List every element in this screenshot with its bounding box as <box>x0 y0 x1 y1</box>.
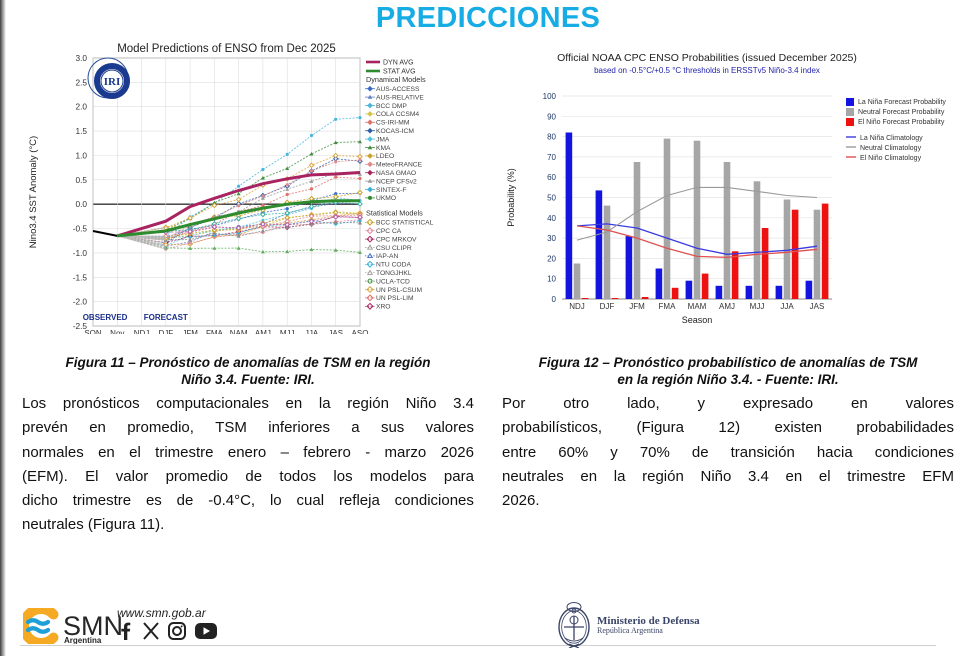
svg-text:0.0: 0.0 <box>75 199 87 209</box>
svg-text:República Argentina: República Argentina <box>597 626 663 635</box>
svg-text:70: 70 <box>547 153 556 162</box>
svg-text:NAM: NAM <box>230 329 248 334</box>
svg-text:Neutral Forecast Probability: Neutral Forecast Probability <box>858 109 945 116</box>
svg-text:Nov: Nov <box>110 329 124 334</box>
svg-text:TONGJHKL: TONGJHKL <box>376 270 412 277</box>
svg-text:NTU CODA: NTU CODA <box>376 262 411 269</box>
svg-text:KOCAS-ICM: KOCAS-ICM <box>376 128 414 135</box>
svg-text:3.0: 3.0 <box>75 53 87 63</box>
svg-text:El Niño Climatology: El Niño Climatology <box>860 155 922 162</box>
svg-text:-2.0: -2.0 <box>73 297 88 307</box>
svg-text:MJJ: MJJ <box>280 329 295 334</box>
svg-text:60: 60 <box>547 173 556 182</box>
svg-text:La Niña Climatology: La Niña Climatology <box>860 135 923 142</box>
svg-text:IAP-AN: IAP-AN <box>376 253 398 260</box>
svg-text:1.0: 1.0 <box>75 151 87 161</box>
svg-text:Probability (%): Probability (%) <box>506 168 516 227</box>
svg-text:UN PSL-CSUM: UN PSL-CSUM <box>376 287 423 294</box>
svg-text:JMA: JMA <box>376 136 390 143</box>
svg-text:-1.0: -1.0 <box>73 248 88 258</box>
svg-text:40: 40 <box>547 214 556 223</box>
svg-text:Argentina: Argentina <box>64 636 102 644</box>
svg-text:NASA GMAO: NASA GMAO <box>376 170 416 177</box>
svg-text:AUS-RELATIVE: AUS-RELATIVE <box>376 94 424 101</box>
svg-text:Statistical Models: Statistical Models <box>366 209 423 218</box>
svg-text:LDEO: LDEO <box>376 153 394 160</box>
svg-text:BCC STATISTICAL: BCC STATISTICAL <box>376 220 434 227</box>
svg-text:AUS-ACCESS: AUS-ACCESS <box>376 86 420 93</box>
svg-text:JFM: JFM <box>182 329 198 334</box>
svg-text:FORECAST: FORECAST <box>144 313 188 322</box>
svg-text:AMJ: AMJ <box>255 329 271 334</box>
svg-text:ASO: ASO <box>352 329 369 334</box>
svg-text:50: 50 <box>547 194 556 203</box>
svg-text:JAS: JAS <box>328 329 343 334</box>
svg-text:SON: SON <box>84 329 102 334</box>
svg-text:Model Predictions of ENSO from: Model Predictions of ENSO from Dec 2025 <box>117 43 336 55</box>
svg-text:CSU CLIPR: CSU CLIPR <box>376 245 412 252</box>
svg-text:UKMO: UKMO <box>376 195 396 202</box>
svg-text:90: 90 <box>547 112 556 121</box>
svg-text:Season: Season <box>682 315 713 325</box>
svg-text:DYN AVG: DYN AVG <box>383 60 414 67</box>
svg-text:MeteoFRANCE: MeteoFRANCE <box>376 162 423 169</box>
svg-text:0.5: 0.5 <box>75 175 87 185</box>
svg-text:-0.5: -0.5 <box>73 224 88 234</box>
svg-text:El Niño Forecast Probability: El Niño Forecast Probability <box>858 119 945 126</box>
svg-text:IRI: IRI <box>104 76 121 88</box>
svg-text:JAS: JAS <box>810 302 825 311</box>
svg-text:20: 20 <box>547 254 556 263</box>
svg-text:30: 30 <box>547 234 556 243</box>
svg-text:MAM: MAM <box>688 302 707 311</box>
svg-text:SINTEX-F: SINTEX-F <box>376 187 406 194</box>
svg-text:FMA: FMA <box>206 329 224 334</box>
svg-text:BCC DMP: BCC DMP <box>376 103 407 110</box>
svg-text:1.5: 1.5 <box>75 126 87 136</box>
svg-text:-1.5: -1.5 <box>73 272 88 282</box>
svg-text:Neutral Climatology: Neutral Climatology <box>860 145 922 152</box>
svg-text:JJA: JJA <box>780 302 794 311</box>
svg-text:XRO: XRO <box>376 304 391 311</box>
svg-text:JJA: JJA <box>305 329 319 334</box>
svg-text:OBSERVED: OBSERVED <box>83 313 128 322</box>
svg-text:0: 0 <box>552 295 557 304</box>
svg-text:2.5: 2.5 <box>75 77 87 87</box>
svg-text:COLA CCSM4: COLA CCSM4 <box>376 111 419 118</box>
svg-text:DJF: DJF <box>158 329 173 334</box>
svg-text:NCEP CFSv2: NCEP CFSv2 <box>376 178 417 185</box>
svg-text:UCLA-TCD: UCLA-TCD <box>376 278 410 285</box>
svg-text:based on -0.5°C/+0.5 °C thresh: based on -0.5°C/+0.5 °C thresholds in ER… <box>594 66 820 75</box>
svg-text:CPC CA: CPC CA <box>376 228 402 235</box>
svg-text:La Niña Forecast Probability: La Niña Forecast Probability <box>858 99 946 106</box>
svg-text:Dynamical Models: Dynamical Models <box>366 75 426 84</box>
svg-text:AMJ: AMJ <box>719 302 735 311</box>
svg-text:CPC MRKOV: CPC MRKOV <box>376 236 417 243</box>
svg-text:UN PSL-LIM: UN PSL-LIM <box>376 295 414 302</box>
svg-text:80: 80 <box>547 133 556 142</box>
svg-text:CS-IRI-MM: CS-IRI-MM <box>376 120 410 127</box>
svg-text:Official NOAA CPC ENSO Probabi: Official NOAA CPC ENSO Probabilities (is… <box>557 52 857 64</box>
svg-text:2.0: 2.0 <box>75 102 87 112</box>
svg-text:JFM: JFM <box>629 302 645 311</box>
svg-text:Nino3.4 SST Anomaly (°C): Nino3.4 SST Anomaly (°C) <box>28 136 39 248</box>
svg-text:NDJ: NDJ <box>569 302 585 311</box>
svg-text:NDJ: NDJ <box>134 329 150 334</box>
svg-text:MJJ: MJJ <box>750 302 765 311</box>
svg-text:10: 10 <box>547 275 556 284</box>
svg-text:100: 100 <box>543 92 557 101</box>
svg-text:FMA: FMA <box>659 302 677 311</box>
svg-text:KMA: KMA <box>376 145 391 152</box>
svg-text:DJF: DJF <box>600 302 615 311</box>
